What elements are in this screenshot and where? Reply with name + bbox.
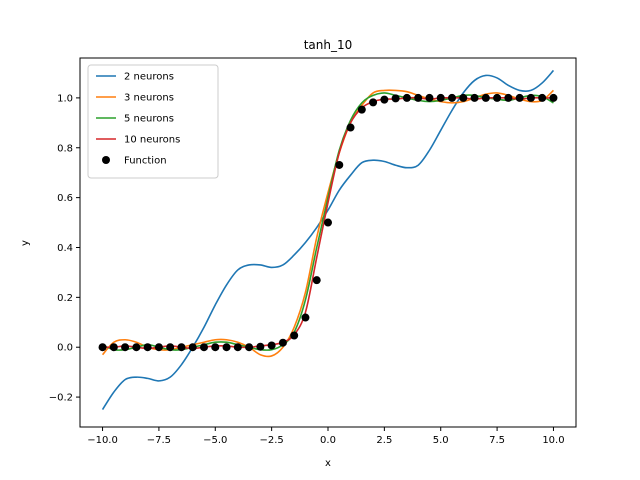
- y-tick-label: 0.6: [57, 193, 73, 204]
- data-point: [414, 93, 423, 102]
- series-line-2-neurons: [101, 69, 555, 410]
- data-point: [526, 93, 535, 102]
- data-point: [436, 93, 445, 102]
- legend: 2 neurons 3 neurons 5 neurons 10 neurons Fun…: [87, 64, 219, 179]
- data-point: [166, 343, 175, 352]
- data-point: [538, 93, 547, 102]
- y-tick-label: 0.0: [57, 343, 73, 354]
- data-point: [481, 93, 490, 102]
- data-point: [448, 93, 456, 102]
- data-point: [357, 105, 366, 114]
- series-function: [98, 93, 558, 352]
- y-tick-label: 1.0: [57, 93, 73, 104]
- legend-box: [87, 64, 219, 179]
- data-point: [143, 343, 152, 352]
- legend-label-5-neurons: 5 neurons: [124, 114, 174, 125]
- data-point: [177, 343, 186, 352]
- y-tick-label: −0.2: [49, 393, 73, 404]
- data-point: [200, 343, 208, 352]
- x-axis-label: x: [325, 458, 331, 469]
- data-point: [312, 276, 321, 285]
- data-point: [402, 93, 411, 102]
- data-point: [290, 331, 299, 340]
- x-tick-label: 7.5: [489, 435, 505, 446]
- x-tick-label: −5.0: [203, 435, 227, 446]
- data-point: [267, 341, 276, 350]
- data-point: [515, 93, 524, 102]
- data-point: [391, 94, 400, 103]
- data-point: [222, 343, 231, 352]
- x-tick-label: 2.5: [376, 435, 392, 446]
- legend-label-function: Function: [124, 156, 167, 167]
- data-point: [504, 93, 513, 102]
- data-point: [188, 343, 197, 352]
- data-point: [549, 93, 558, 102]
- data-point: [132, 343, 141, 352]
- data-point: [369, 98, 378, 107]
- x-tick-label: 5.0: [433, 435, 449, 446]
- data-point: [324, 218, 332, 227]
- legend-label-2-neurons: 2 neurons: [124, 72, 174, 83]
- chart-title: tanh_10: [304, 38, 353, 52]
- y-tick-label: 0.2: [57, 293, 73, 304]
- data-point: [278, 338, 287, 347]
- y-axis: −0.2 0.0 0.2 0.4 0.6 0.8 1.0: [49, 93, 80, 404]
- data-point: [425, 93, 434, 102]
- x-tick-label: 10.0: [542, 435, 564, 446]
- y-tick-label: 0.4: [57, 243, 73, 254]
- data-point: [493, 93, 502, 102]
- y-tick-label: 0.8: [57, 143, 73, 154]
- x-tick-label: −10.0: [87, 435, 118, 446]
- data-point: [245, 343, 254, 352]
- x-tick-label: −7.5: [147, 435, 171, 446]
- data-point: [346, 123, 355, 132]
- data-point: [98, 343, 107, 352]
- data-point: [380, 95, 389, 104]
- series-layer: [98, 69, 558, 410]
- legend-label-3-neurons: 3 neurons: [124, 93, 174, 104]
- legend-label-10-neurons: 10 neurons: [124, 135, 180, 146]
- data-point: [211, 343, 220, 352]
- data-point: [109, 343, 118, 352]
- data-point: [154, 343, 163, 352]
- data-point: [121, 343, 130, 352]
- data-point: [256, 342, 265, 351]
- x-axis: −10.0 −7.5 −5.0 −2.5 0.0 2.5 5.0 7.5 10.0: [87, 427, 565, 446]
- data-point: [470, 93, 479, 102]
- x-tick-label: 0.0: [320, 435, 336, 446]
- data-point: [301, 313, 310, 322]
- data-point: [335, 160, 344, 169]
- legend-marker-function: [102, 156, 110, 164]
- x-tick-label: −2.5: [259, 435, 283, 446]
- data-point: [233, 343, 242, 352]
- y-axis-label: y: [20, 240, 31, 246]
- data-point: [459, 93, 468, 102]
